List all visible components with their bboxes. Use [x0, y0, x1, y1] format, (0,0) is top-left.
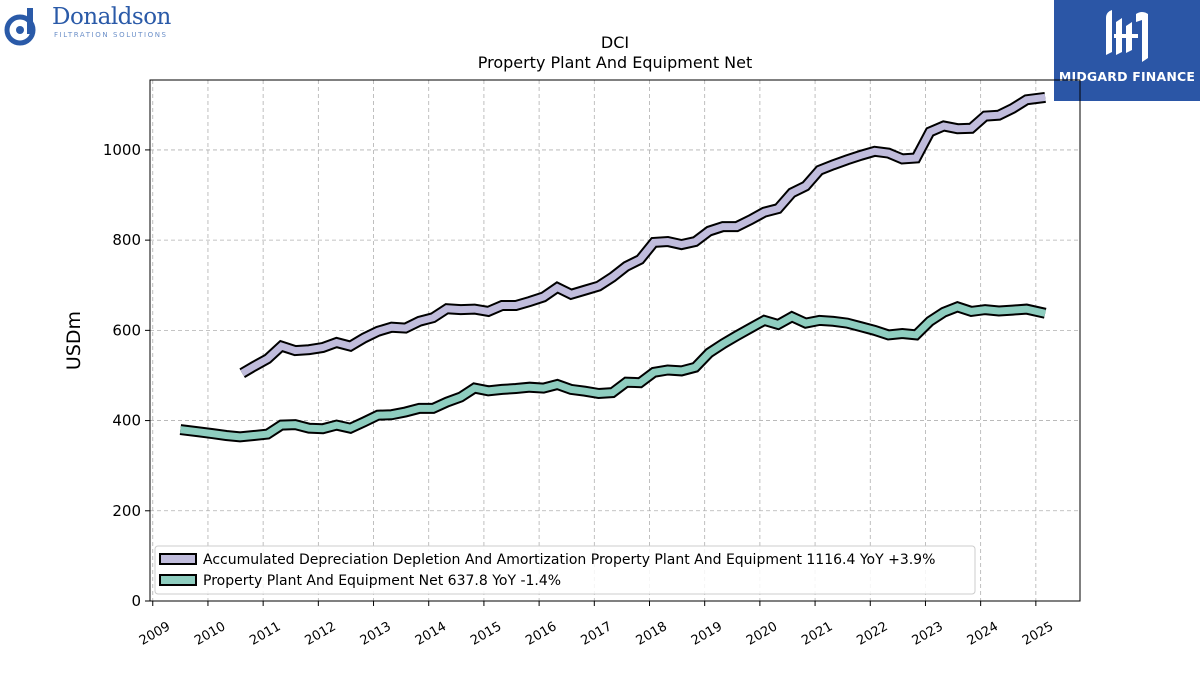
midgard-finance-logo: MIDGARD FINANCE [1054, 0, 1200, 101]
brand-name: Donaldson [52, 4, 171, 30]
y-axis-label: USDm [63, 311, 85, 370]
x-tick-label: 2023 [910, 619, 946, 649]
legend-label: Accumulated Depreciation Depletion And A… [203, 552, 935, 568]
plot-frame [149, 79, 1081, 602]
donaldson-logo: Donaldson FILTRATION SOLUTIONS [4, 4, 184, 46]
x-tick-label: 2020 [744, 619, 780, 649]
chart-title: DCI [600, 33, 630, 52]
midgard-logo-icon [1106, 10, 1148, 62]
x-tick-label: 2014 [413, 619, 449, 649]
y-tick-label: 0 [131, 592, 141, 610]
donaldson-logo-icon [4, 8, 36, 46]
x-tick-label: 2024 [965, 619, 1001, 649]
x-tick-label: 2016 [523, 619, 559, 649]
chart-subtitle: Property Plant And Equipment Net [477, 53, 753, 72]
legend-swatch [159, 574, 197, 586]
x-tick-label: 2010 [192, 619, 228, 649]
legend: Accumulated Depreciation Depletion And A… [154, 545, 976, 595]
legend-box [154, 545, 976, 595]
legend-swatch [159, 553, 197, 565]
y-tick-label: 800 [112, 231, 141, 249]
y-tick-label: 200 [112, 502, 141, 520]
x-tick-label: 2019 [689, 619, 725, 649]
x-tick-label: 2021 [799, 619, 835, 649]
y-axis: 0 200 400 600 800 1000 [103, 141, 150, 610]
x-tick-label: 2009 [137, 619, 173, 649]
x-axis: 2009 2010 2011 2012 2013 2014 2015 2016 2017 2018… [137, 601, 1056, 649]
y-tick-label: 1000 [103, 141, 141, 159]
series-group [179, 91, 1047, 443]
series-line [179, 303, 1046, 441]
x-tick-label: 2022 [854, 619, 890, 649]
y-tick-label: 400 [112, 412, 141, 430]
legend-label: Property Plant And Equipment Net 637.8 Y… [203, 573, 561, 589]
x-tick-label: 2017 [578, 619, 614, 649]
series-line-outline [179, 301, 1047, 443]
x-tick-label: 2025 [1020, 619, 1056, 649]
midgard-logo-text: MIDGARD FINANCE [1058, 69, 1196, 84]
x-tick-label: 2011 [247, 619, 283, 649]
y-tick-label: 600 [112, 321, 141, 339]
series-line [240, 93, 1046, 377]
x-tick-label: 2012 [303, 619, 339, 649]
brand-tagline: FILTRATION SOLUTIONS [54, 31, 168, 39]
x-tick-label: 2015 [468, 619, 504, 649]
x-tick-label: 2013 [358, 619, 394, 649]
grid [150, 80, 1080, 602]
x-tick-label: 2018 [634, 619, 670, 649]
